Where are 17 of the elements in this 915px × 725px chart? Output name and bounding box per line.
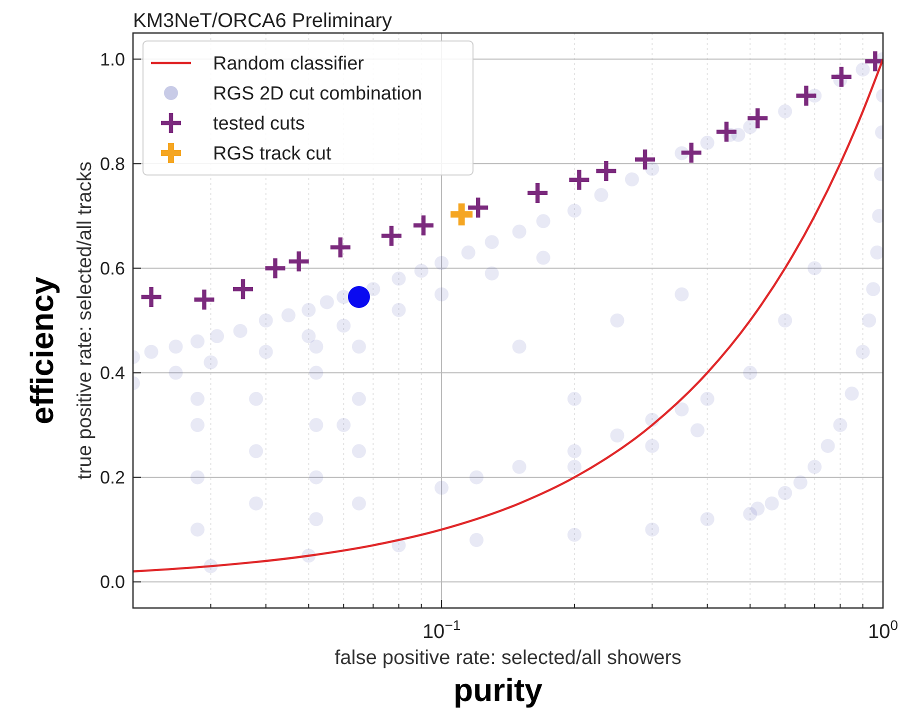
y-tick-label: 0.0 xyxy=(100,572,125,592)
text: efficiency xyxy=(24,276,60,424)
y-axis-title: true positive rate: selected/all tracks xyxy=(74,162,96,480)
x-axis-title: false positive rate: selected/all showers xyxy=(334,647,682,669)
x-tick-label: 10$^{−1}$ xyxy=(422,617,461,643)
y-tick-label: 0.6 xyxy=(100,258,125,279)
legend-label: Random classifier xyxy=(213,54,365,75)
y-tick-label: 0.4 xyxy=(100,363,125,384)
legend-label: RGS 2D cut combination xyxy=(213,84,422,105)
text: purity xyxy=(454,672,543,708)
y-tick-label: 0.8 xyxy=(100,154,125,174)
y-tick-label: 1.0 xyxy=(100,49,125,70)
legend-label: tested cuts xyxy=(213,114,305,135)
x-tick-label: 10$^{0}$ xyxy=(868,617,898,643)
legend-label: RGS track cut xyxy=(213,144,332,165)
chart-title: KM3NeT/ORCA6 Preliminary xyxy=(133,10,392,32)
y-tick-label: 0.2 xyxy=(100,468,125,488)
